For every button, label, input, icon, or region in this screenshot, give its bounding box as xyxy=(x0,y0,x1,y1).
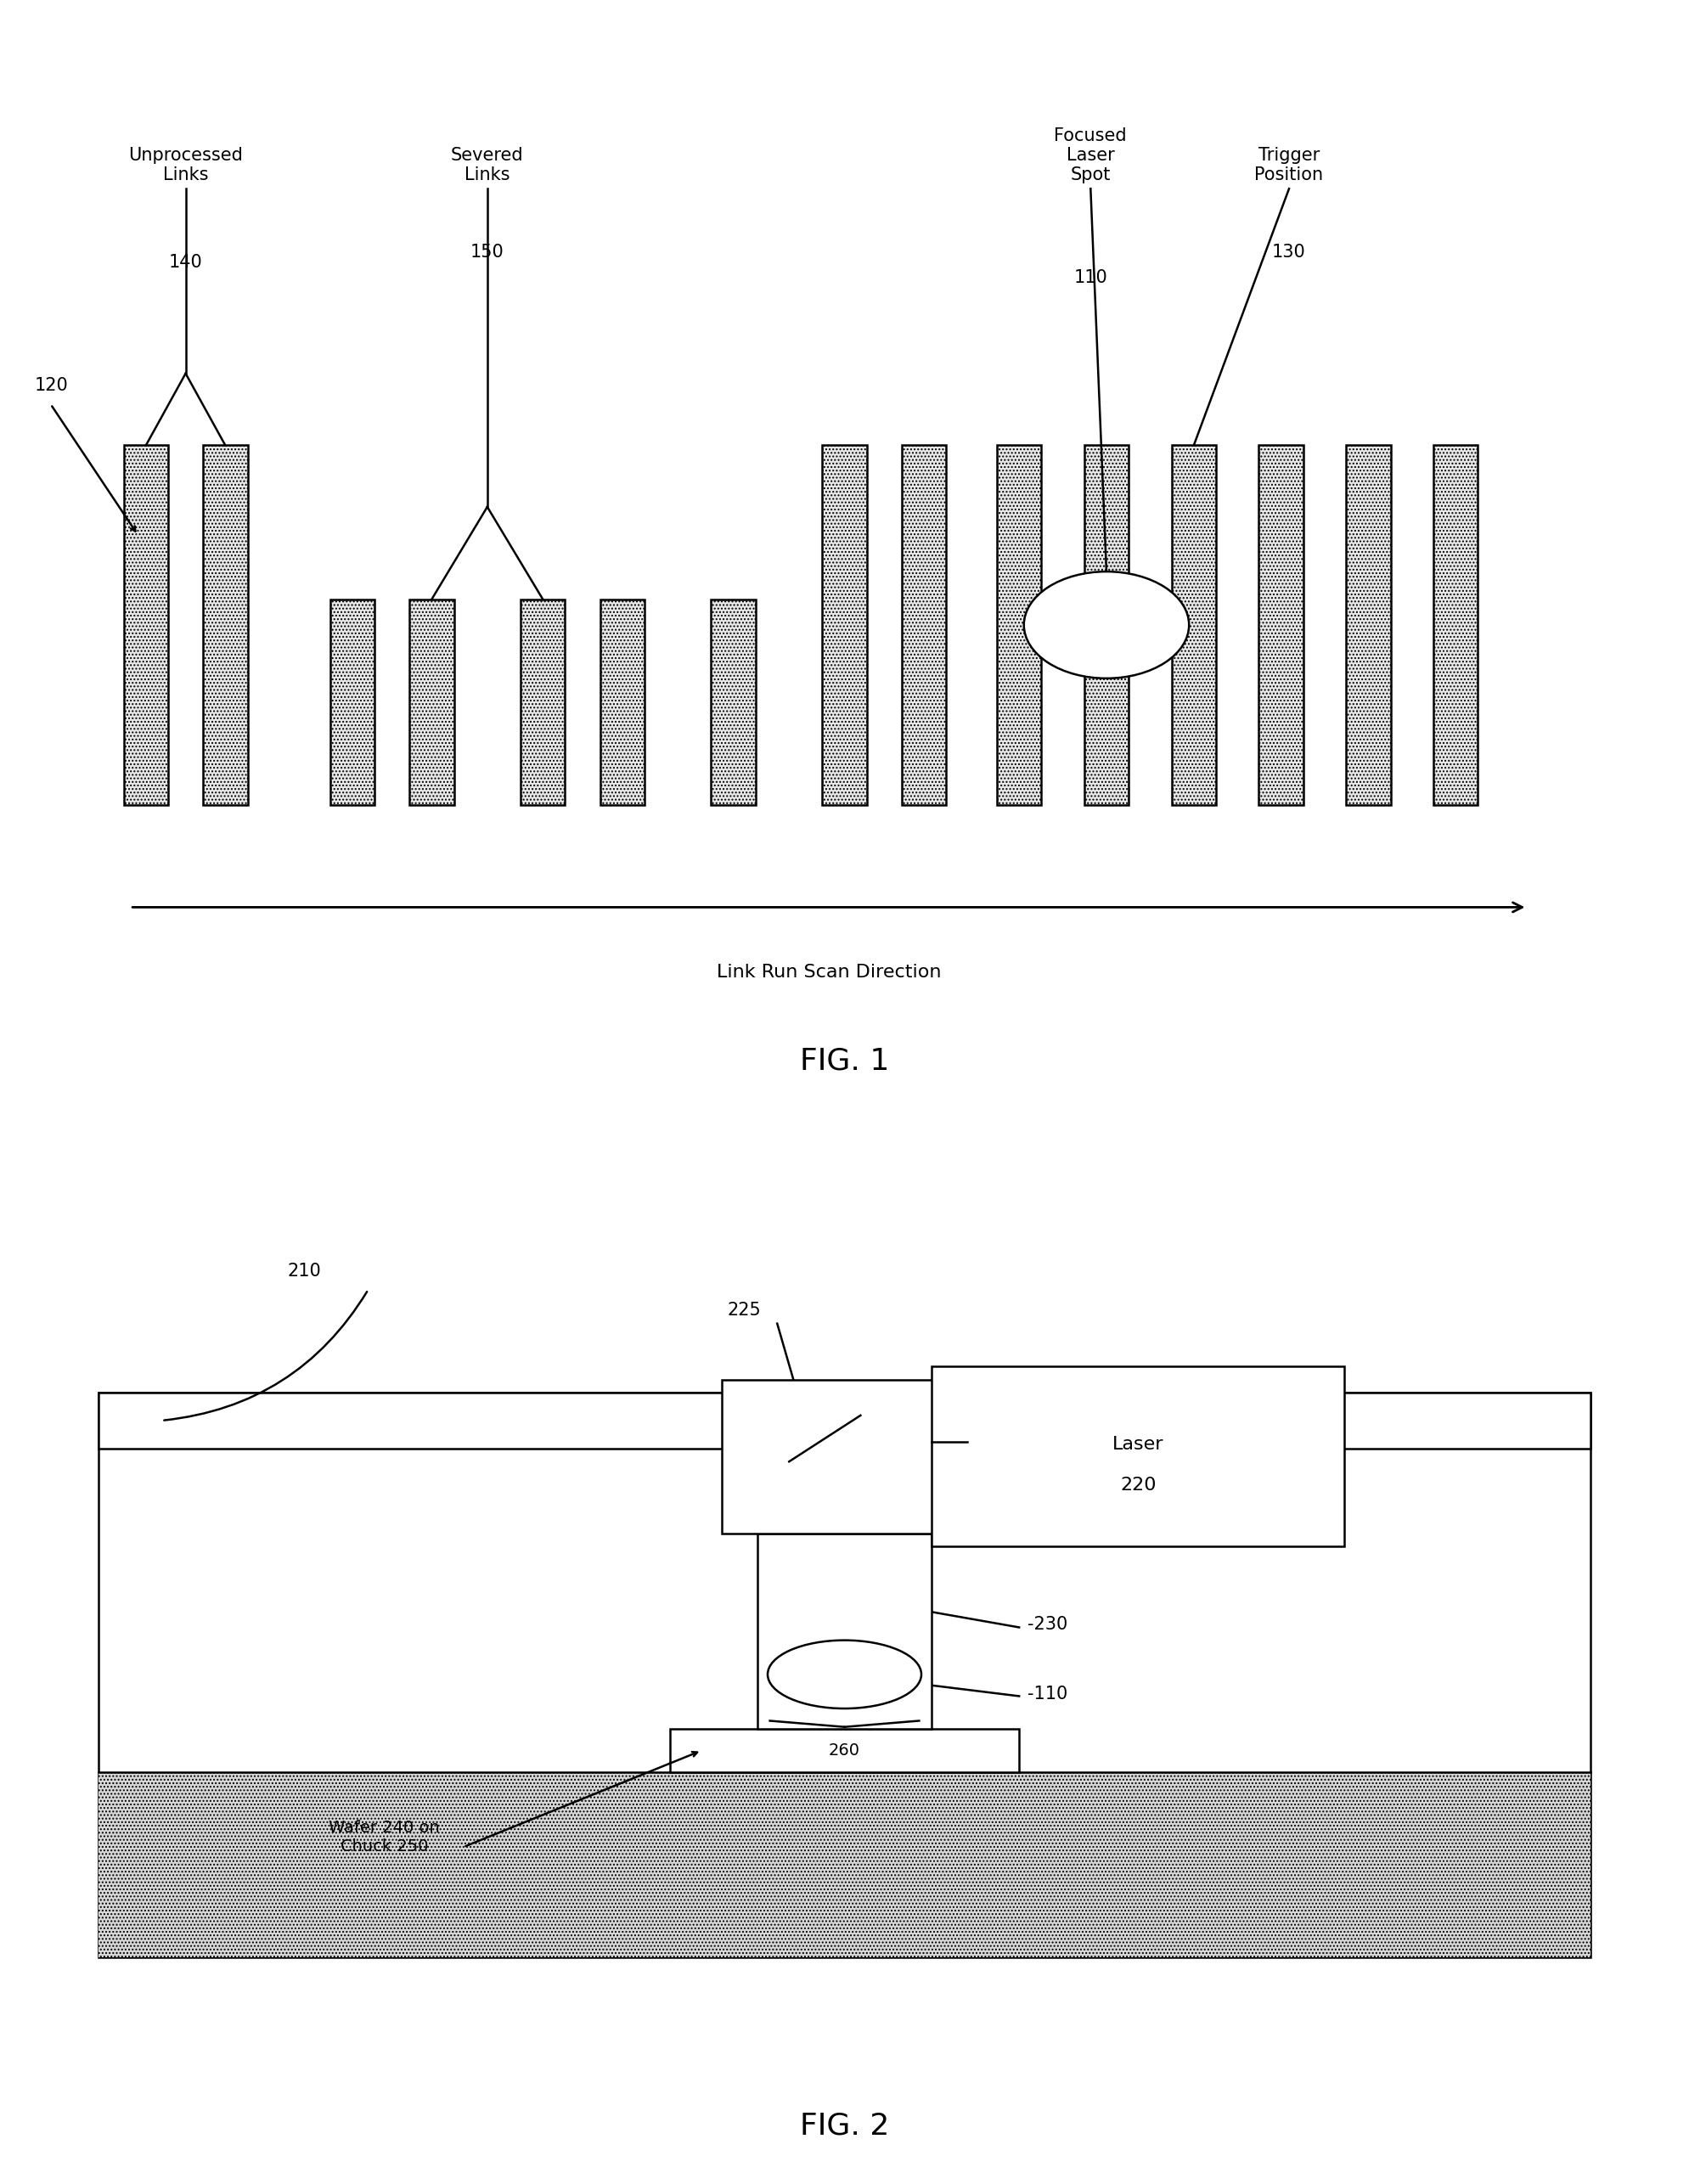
Text: -110: -110 xyxy=(1027,1686,1067,1704)
Text: 225: 225 xyxy=(728,1302,762,1319)
Bar xyxy=(823,446,866,804)
Bar xyxy=(123,446,169,804)
Text: FIG. 1: FIG. 1 xyxy=(801,1046,888,1077)
Text: 140: 140 xyxy=(169,253,203,271)
Bar xyxy=(1346,446,1390,804)
Text: Unprocessed
Links: Unprocessed Links xyxy=(128,146,243,183)
Text: 150: 150 xyxy=(471,245,503,260)
Ellipse shape xyxy=(768,1640,921,1708)
Bar xyxy=(932,1367,1344,1546)
Text: 120: 120 xyxy=(35,378,69,393)
Text: Severed
Links: Severed Links xyxy=(451,146,524,183)
Text: 110: 110 xyxy=(1074,269,1108,286)
Text: 260: 260 xyxy=(829,1743,860,1758)
Text: Focused
Laser
Spot: Focused Laser Spot xyxy=(1054,127,1127,183)
Text: Link Run Scan Direction: Link Run Scan Direction xyxy=(716,963,941,981)
Bar xyxy=(520,598,566,804)
Bar xyxy=(98,1393,1591,1448)
Bar xyxy=(1084,446,1128,804)
Text: 130: 130 xyxy=(1272,245,1306,260)
Bar xyxy=(600,598,645,804)
Text: -230: -230 xyxy=(1027,1616,1067,1634)
Text: Trigger
Position: Trigger Position xyxy=(1255,146,1324,183)
Bar xyxy=(98,1393,1591,1957)
Bar xyxy=(409,598,454,804)
Bar xyxy=(203,446,248,804)
Bar xyxy=(671,1730,1018,1771)
Text: 210: 210 xyxy=(287,1262,321,1280)
Text: 220: 220 xyxy=(1120,1476,1157,1494)
Bar xyxy=(757,1533,932,1730)
Bar xyxy=(98,1771,1591,1957)
Bar xyxy=(1258,446,1304,804)
Circle shape xyxy=(1024,572,1189,679)
Text: FIG. 2: FIG. 2 xyxy=(801,2112,888,2140)
Bar xyxy=(721,1380,968,1533)
Bar xyxy=(711,598,755,804)
Text: Laser: Laser xyxy=(1113,1435,1164,1452)
Bar xyxy=(997,446,1042,804)
Text: Wafer 240 on
Chuck 250: Wafer 240 on Chuck 250 xyxy=(329,1819,439,1854)
Bar xyxy=(1434,446,1478,804)
Bar xyxy=(902,446,946,804)
Bar xyxy=(329,598,375,804)
Bar xyxy=(1172,446,1216,804)
